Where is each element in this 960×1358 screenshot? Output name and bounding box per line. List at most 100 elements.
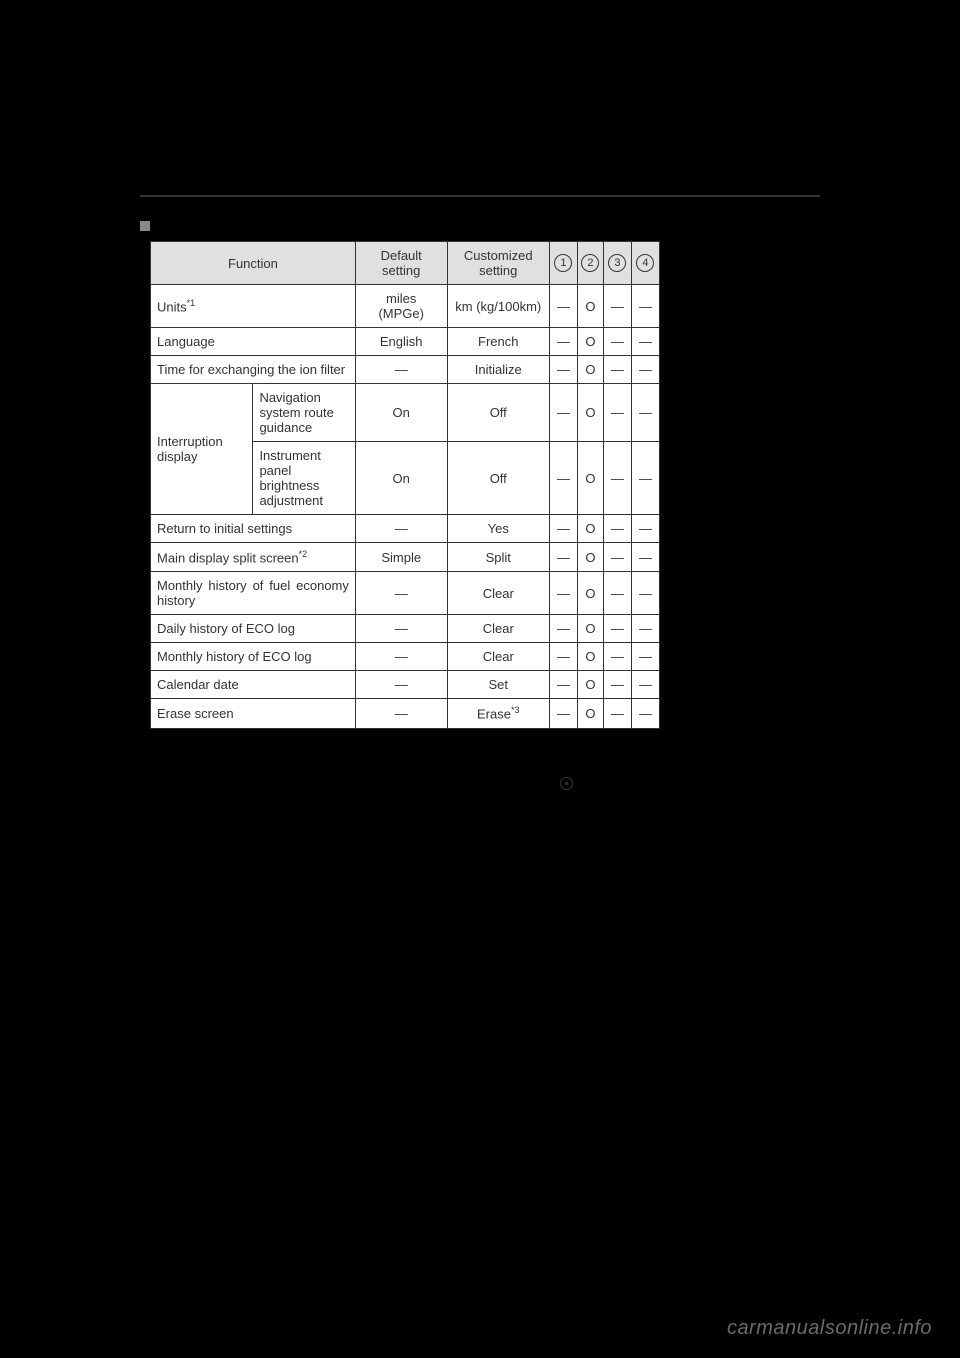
cell-v3: — — [603, 356, 631, 384]
fn-sup: *1 — [187, 298, 196, 308]
col-1: 1 — [549, 242, 577, 285]
circled-two-icon: 2 — [581, 254, 599, 272]
cell-default: On — [355, 384, 447, 442]
cell-function: Monthly history of fuel economy history — [151, 572, 356, 615]
cell-v3: — — [603, 328, 631, 356]
cell-v1: — — [549, 356, 577, 384]
cell-v4: — — [631, 384, 659, 442]
cell-v1: — — [549, 285, 577, 328]
cell-v3: — — [603, 442, 631, 515]
cell-v4: — — [631, 643, 659, 671]
inline-marker — [560, 775, 573, 793]
cell-v2: O — [578, 615, 604, 643]
table-row: Interruption display Navigation system r… — [151, 384, 660, 442]
col-function: Function — [151, 242, 356, 285]
cell-v2: O — [578, 384, 604, 442]
cell-default: English — [355, 328, 447, 356]
cell-v4: — — [631, 515, 659, 543]
table-row: Monthly history of fuel economy history … — [151, 572, 660, 615]
cell-v4: — — [631, 572, 659, 615]
fn-sup: *2 — [299, 549, 308, 559]
cell-function: Main display split screen*2 — [151, 543, 356, 572]
cell-custom: Split — [447, 543, 549, 572]
cell-v1: — — [549, 615, 577, 643]
col-3: 3 — [603, 242, 631, 285]
cell-custom: Yes — [447, 515, 549, 543]
cell-v2: O — [578, 356, 604, 384]
cell-v4: — — [631, 615, 659, 643]
table-row: Erase screen — Erase*3 — O — — — [151, 699, 660, 728]
cell-v3: — — [603, 699, 631, 728]
cell-v4: — — [631, 285, 659, 328]
table-row: Main display split screen*2 Simple Split… — [151, 543, 660, 572]
cell-v1: — — [549, 543, 577, 572]
table-row: Time for exchanging the ion filter — Ini… — [151, 356, 660, 384]
cell-v4: — — [631, 328, 659, 356]
cell-sub: Navigation system route guidance — [253, 384, 355, 442]
cell-custom: Initialize — [447, 356, 549, 384]
cell-v3: — — [603, 643, 631, 671]
cell-custom: Clear — [447, 615, 549, 643]
small-circle-icon — [560, 777, 573, 790]
circled-one-icon: 1 — [554, 254, 572, 272]
cell-v1: — — [549, 328, 577, 356]
cell-v2: O — [578, 515, 604, 543]
cell-custom: Off — [447, 442, 549, 515]
cell-v1: — — [549, 515, 577, 543]
cell-default: miles (MPGe) — [355, 285, 447, 328]
settings-table: Function Default setting Customized sett… — [150, 241, 660, 729]
cell-v2: O — [578, 328, 604, 356]
cell-v2: O — [578, 572, 604, 615]
cell-v2: O — [578, 671, 604, 699]
col-4: 4 — [631, 242, 659, 285]
cell-v3: — — [603, 615, 631, 643]
cell-v4: — — [631, 699, 659, 728]
cell-v4: — — [631, 442, 659, 515]
fn-text: Units — [157, 299, 187, 314]
cell-group-label: Interruption display — [151, 384, 253, 515]
cell-function: Monthly history of ECO log — [151, 643, 356, 671]
col-2: 2 — [578, 242, 604, 285]
cell-default: — — [355, 643, 447, 671]
section-heading — [140, 217, 820, 235]
cell-v3: — — [603, 543, 631, 572]
cell-custom: km (kg/100km) — [447, 285, 549, 328]
cell-function: Units*1 — [151, 285, 356, 328]
cell-default: — — [355, 356, 447, 384]
cell-function: Daily history of ECO log — [151, 615, 356, 643]
table-header-row: Function Default setting Customized sett… — [151, 242, 660, 285]
table-row: Return to initial settings — Yes — O — — — [151, 515, 660, 543]
cell-custom: French — [447, 328, 549, 356]
cus-sup: *3 — [511, 705, 520, 715]
cell-v3: — — [603, 572, 631, 615]
table-row: Calendar date — Set — O — — — [151, 671, 660, 699]
square-marker-icon — [140, 221, 150, 231]
cell-function: Time for exchanging the ion filter — [151, 356, 356, 384]
cell-custom: Set — [447, 671, 549, 699]
horizontal-rule — [140, 195, 820, 197]
col-custom: Customized setting — [447, 242, 549, 285]
cell-function: Return to initial settings — [151, 515, 356, 543]
cell-v1: — — [549, 572, 577, 615]
circled-four-icon: 4 — [636, 254, 654, 272]
cell-default: — — [355, 671, 447, 699]
cell-v3: — — [603, 515, 631, 543]
cell-v4: — — [631, 356, 659, 384]
cell-v2: O — [578, 699, 604, 728]
cell-custom: Clear — [447, 643, 549, 671]
cell-custom: Off — [447, 384, 549, 442]
cell-v1: — — [549, 671, 577, 699]
cell-function: Language — [151, 328, 356, 356]
table-row: Language English French — O — — — [151, 328, 660, 356]
cell-v3: — — [603, 671, 631, 699]
cell-default: — — [355, 515, 447, 543]
cell-v1: — — [549, 643, 577, 671]
table-row: Monthly history of ECO log — Clear — O —… — [151, 643, 660, 671]
cell-default: — — [355, 699, 447, 728]
cell-function: Erase screen — [151, 699, 356, 728]
col-default: Default setting — [355, 242, 447, 285]
cell-v2: O — [578, 285, 604, 328]
cell-custom: Clear — [447, 572, 549, 615]
document-page: Function Default setting Customized sett… — [140, 195, 820, 729]
table-body: Units*1 miles (MPGe) km (kg/100km) — O —… — [151, 285, 660, 729]
